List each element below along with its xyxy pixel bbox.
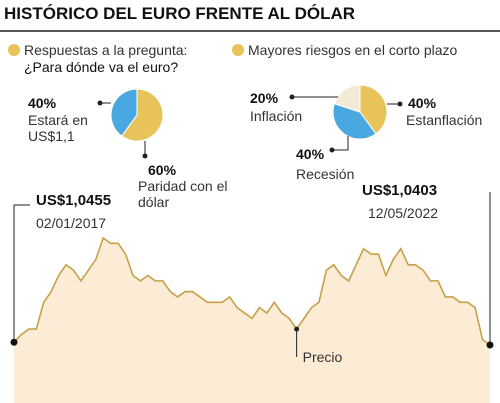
series-name: Precio <box>302 349 343 365</box>
slice-label: Recesión <box>296 166 355 182</box>
endpoint-value-label: US$1,0403 <box>362 182 438 199</box>
pie-title: Respuestas a la pregunta: <box>24 42 188 58</box>
pie-subtitle: ¿Para dónde va el euro? <box>24 59 179 75</box>
leader-dot <box>329 147 335 153</box>
series-pointer-dot <box>294 326 300 332</box>
slice-value-label: 40% <box>28 95 57 111</box>
page-title: HISTÓRICO DEL EURO FRENTE AL DÓLAR <box>4 4 356 23</box>
endpoint-date: 12/05/2022 <box>368 205 439 221</box>
slice-value-label: 40% <box>296 146 325 162</box>
endpoint-date: 02/01/2017 <box>36 215 107 231</box>
pie-slice <box>332 103 377 140</box>
leader-dot <box>142 153 148 159</box>
line <box>13 236 491 346</box>
slice-value-label: 60% <box>148 162 177 178</box>
endpoint <box>486 341 494 349</box>
leader-dot <box>97 100 103 106</box>
endpoint <box>10 338 18 346</box>
legend-dot <box>8 44 20 56</box>
leader-line <box>332 136 349 151</box>
pie-title: Mayores riesgos en el corto plazo <box>248 42 458 58</box>
leader-dot <box>397 101 403 107</box>
slice-value-label: 40% <box>408 95 437 111</box>
pie-slice <box>333 84 361 113</box>
pie-slice <box>121 88 164 142</box>
annotation-line <box>13 204 30 343</box>
leader-dot <box>289 94 295 100</box>
slice-label: Estará en US$1,1 <box>28 112 88 144</box>
slice-label: Estanflación <box>406 112 483 128</box>
legend-dot <box>232 44 244 56</box>
slice-label: Inflación <box>250 108 303 124</box>
slice-value-label: 20% <box>250 90 279 106</box>
endpoint-value-label: US$1,0455 <box>36 192 112 209</box>
area <box>14 238 490 403</box>
pie-slice <box>110 88 138 137</box>
pie-slice <box>359 84 388 135</box>
slice-label: Paridad con el dólar <box>138 178 228 210</box>
